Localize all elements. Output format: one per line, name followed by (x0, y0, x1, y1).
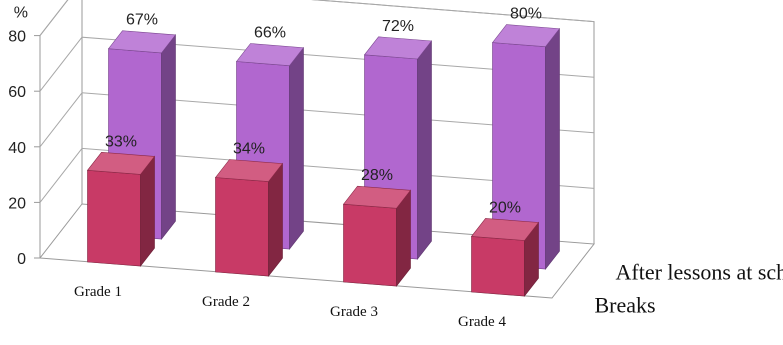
bar (86, 151, 156, 267)
bar (491, 24, 561, 270)
data-label: 72% (382, 18, 414, 35)
gridline (39, 0, 595, 36)
data-label: 20% (489, 199, 521, 216)
category-label: Grade 1 (74, 284, 122, 300)
bar-front-face (87, 169, 141, 267)
data-label: 80% (510, 6, 542, 23)
bar (214, 159, 284, 277)
bar (342, 185, 412, 287)
bar-side-face (161, 34, 176, 240)
bar-top-face (86, 151, 156, 175)
data-label: 66% (254, 25, 286, 42)
y-tick-label: 40 (8, 140, 26, 157)
side-wall-outline (39, 0, 69, 258)
data-labels: 67% 66% 72% 80% 33% 34% 28% 20% (105, 6, 542, 217)
series-axis-labels: Breaks After lessons at school (595, 260, 783, 318)
category-label: Grade 4 (458, 314, 506, 330)
data-label: 33% (105, 133, 137, 150)
bar-front-face (215, 177, 269, 277)
y-tick-label: 80 (8, 29, 26, 46)
bar-side-face (140, 155, 155, 267)
y-axis-ticks: 0 20 40 60 80 (8, 29, 40, 268)
bar-top-face (342, 185, 412, 209)
series-axis-label: Breaks (595, 293, 656, 318)
category-label: Grade 3 (330, 304, 378, 320)
y-tick-label: 0 (17, 251, 26, 268)
y-tick-label: 20 (8, 195, 26, 212)
x-axis-categories: Grade 1 Grade 2 Grade 3 Grade 4 (74, 284, 506, 330)
bar-front-face (471, 236, 525, 297)
y-tick-label: 60 (8, 84, 26, 101)
bar-top-face (363, 36, 433, 60)
data-label: 67% (126, 12, 158, 29)
bar-front-face (343, 203, 397, 287)
bar-top-face (491, 24, 561, 48)
bar-top-face (470, 218, 540, 241)
bar-top-face (214, 159, 284, 182)
series-axis-label: After lessons at school (616, 260, 783, 285)
data-label: 28% (361, 167, 393, 184)
breaks-series (86, 151, 540, 297)
bar-side-face (268, 162, 283, 277)
data-label: 34% (233, 140, 265, 157)
bar-top-face (235, 43, 305, 67)
bar-side-face (417, 40, 432, 260)
bar-side-face (289, 46, 304, 250)
bar-top-face (107, 30, 177, 54)
category-label: Grade 2 (202, 294, 250, 310)
bar-side-face (545, 27, 560, 270)
bar (470, 218, 540, 297)
y-unit-label: % (14, 5, 28, 22)
